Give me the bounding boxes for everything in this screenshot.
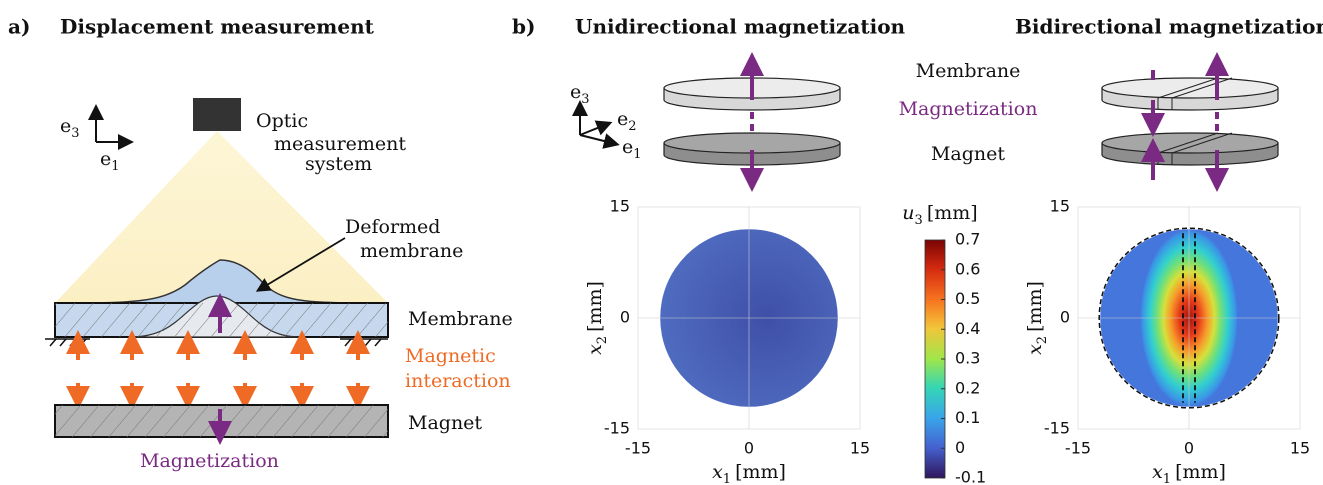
axis-sub: 2 (628, 119, 636, 134)
axis-base: e (100, 148, 111, 170)
axes-b (580, 108, 612, 143)
var: x (1024, 344, 1046, 355)
unit: [mm] (1175, 461, 1226, 483)
var: u (902, 202, 914, 224)
camera (193, 98, 241, 131)
axis-base: e (570, 81, 581, 103)
sub: 2 (595, 336, 610, 344)
panel-label: a) (8, 15, 30, 39)
camera-label: Optic (256, 110, 308, 132)
interaction-arrows (78, 342, 358, 398)
x-tick-label: -15 (625, 439, 651, 458)
panel-title: Unidirectional magnetization (575, 15, 906, 39)
x-tick-label: 15 (1290, 439, 1310, 458)
colorbar-label: u3 [mm] (902, 202, 977, 228)
axis-base: e (60, 115, 71, 137)
clamps (45, 339, 388, 346)
x-axis-label: x1 [mm] (1152, 461, 1226, 485)
camera-label: system (305, 153, 372, 175)
unit: [mm] (735, 461, 786, 483)
axis-label: e3 (60, 115, 80, 141)
figure: a) Displacement measurement e3 e1 Optic … (0, 0, 1323, 485)
panel-title: Displacement measurement (60, 15, 375, 39)
magnetization-label: Magnetization (140, 450, 279, 472)
unit: [mm] (927, 202, 978, 224)
magnet-label: Magnet (408, 412, 482, 434)
colorbar-tick-label: 0.7 (955, 230, 980, 249)
plots: -15-15001515x1[mm]x2[mm]-15-15001515x1[m… (584, 197, 1310, 485)
axis-base: e (622, 136, 633, 158)
axis-label: e1 (622, 136, 642, 162)
axes-a (96, 112, 126, 142)
y-tick-label: 0 (620, 308, 630, 327)
colorbar-tick-label: 0.3 (955, 349, 980, 368)
sub: 1 (1163, 472, 1171, 485)
magnet-label: Magnet (931, 143, 1005, 165)
interaction-label: Magnetic (405, 345, 496, 367)
unit: [mm] (584, 281, 606, 332)
unit: [mm] (1024, 281, 1046, 332)
axis-base: e (617, 108, 628, 130)
y-tick-label: 15 (1050, 197, 1070, 216)
axis-label: e2 (617, 108, 637, 134)
disc-top (1102, 78, 1278, 98)
axis-sub: 1 (111, 159, 119, 174)
panel-label: b) (512, 15, 535, 39)
colorbar-tick-label: 0.2 (955, 378, 980, 397)
y-tick-label: 15 (610, 197, 630, 216)
sub: 3 (915, 213, 923, 228)
axis-label: e3 (570, 81, 590, 107)
panel-title: Bidirectional magnetization (1015, 15, 1323, 39)
colorbar-tick-label: 0.6 (955, 259, 980, 278)
magnetization-label: Magnetization (899, 98, 1038, 120)
y-tick-label: -15 (604, 419, 630, 438)
var: x (712, 461, 723, 483)
x-axis-label: x1 [mm] (712, 461, 786, 485)
sub: 1 (723, 472, 731, 485)
membrane-label: Membrane (408, 308, 513, 330)
camera-label: measurement (274, 133, 406, 155)
axis-label: e1 (100, 148, 120, 174)
y-tick-label: 0 (1060, 308, 1070, 327)
x-tick-label: 15 (850, 439, 870, 458)
colorbar-tick-label: 0.5 (955, 289, 980, 308)
axis-sub: 3 (71, 126, 79, 141)
deformed-label: membrane (360, 240, 463, 262)
y-axis-label: x2 [mm] (1024, 281, 1050, 355)
var: x (584, 344, 606, 355)
x-tick-label: 0 (1184, 439, 1194, 458)
deformed-label: Deformed (345, 216, 440, 238)
colorbar-tick-label: 0.4 (955, 319, 980, 338)
membrane-label: Membrane (916, 60, 1021, 82)
colorbar-tick-label: -0.1 (955, 468, 986, 485)
colorbar-tick-label: 0 (955, 438, 965, 457)
interaction-label: interaction (405, 370, 511, 392)
axis-sub: 3 (581, 92, 589, 107)
axis-sub: 1 (633, 147, 641, 162)
sub: 2 (1035, 336, 1050, 344)
y-tick-label: -15 (1044, 419, 1070, 438)
y-axis-label: x2 [mm] (584, 281, 610, 355)
colorbar-ticks: 0.7 0.6 0.5 0.4 0.3 0.2 0.1 0 -0.1 (941, 230, 986, 485)
disc-top (1102, 133, 1278, 153)
var: x (1152, 461, 1163, 483)
x-tick-label: 0 (744, 439, 754, 458)
colorbar-tick-label: 0.1 (955, 408, 980, 427)
x-tick-label: -15 (1065, 439, 1091, 458)
